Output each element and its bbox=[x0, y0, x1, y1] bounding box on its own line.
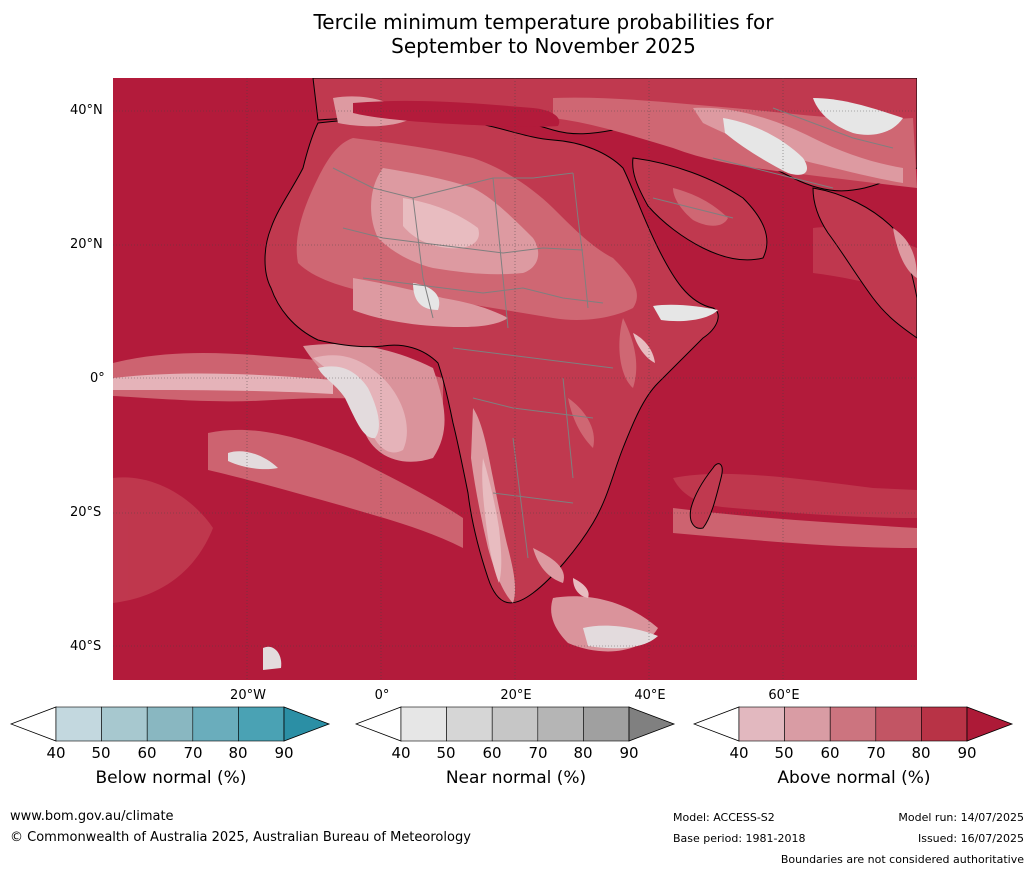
lat-label-20n: 20°N bbox=[70, 237, 103, 252]
colorbar-below-normal bbox=[10, 706, 331, 742]
probability-map bbox=[113, 78, 917, 680]
country-borders bbox=[332, 107, 894, 559]
chart-title: Tercile minimum temperature probabilitie… bbox=[0, 10, 1035, 58]
tick-below-90: 90 bbox=[274, 744, 294, 762]
eurasia-landmass bbox=[312, 78, 917, 339]
tick-near-90: 90 bbox=[619, 744, 639, 762]
colorbar-segment bbox=[491, 706, 539, 742]
colorbar-segment bbox=[537, 706, 584, 742]
colorbar-segment bbox=[784, 706, 831, 742]
lat-label-20s: 20°S bbox=[70, 505, 102, 520]
colorbar-segment bbox=[101, 706, 148, 742]
tick-near-40: 40 bbox=[391, 744, 411, 762]
lon-label-20w: 20°W bbox=[230, 688, 266, 703]
tick-near-80: 80 bbox=[573, 744, 593, 762]
lon-label-20e: 20°E bbox=[500, 688, 532, 703]
africa-landmass bbox=[264, 117, 719, 604]
colorbar-segment bbox=[146, 706, 194, 742]
tick-near-60: 60 bbox=[482, 744, 502, 762]
colorbar-segment bbox=[875, 706, 922, 742]
tick-above-50: 50 bbox=[774, 744, 794, 762]
colorbar-segment bbox=[400, 706, 447, 742]
colorbar-title-near: Near normal (%) bbox=[445, 768, 587, 788]
tick-below-50: 50 bbox=[91, 744, 111, 762]
madagascar bbox=[689, 463, 723, 529]
colorbar-segment bbox=[921, 706, 968, 742]
lon-label-60e: 60°E bbox=[768, 688, 800, 703]
colorbar-segment bbox=[829, 706, 877, 742]
colorbar-high-extend bbox=[966, 706, 1014, 742]
tick-near-50: 50 bbox=[436, 744, 456, 762]
colorbar-segment bbox=[583, 706, 630, 742]
lat-label-40n: 40°N bbox=[70, 103, 103, 118]
tick-below-60: 60 bbox=[137, 744, 157, 762]
tick-above-40: 40 bbox=[729, 744, 749, 762]
colorbar-segment bbox=[446, 706, 493, 742]
footer-copyright: © Commonwealth of Australia 2025, Austra… bbox=[10, 830, 471, 845]
footer-base-period: Base period: 1981-2018 bbox=[673, 832, 806, 845]
colorbar-above-normal bbox=[693, 706, 1014, 742]
footer-issued: Issued: 16/07/2025 bbox=[917, 832, 1024, 845]
tick-above-60: 60 bbox=[820, 744, 840, 762]
colorbar-high-extend bbox=[628, 706, 676, 742]
colorbar-near-normal bbox=[355, 706, 676, 742]
footer-model: Model: ACCESS-S2 bbox=[673, 811, 775, 824]
lon-label-40e: 40°E bbox=[634, 688, 666, 703]
lat-label-40s: 40°S bbox=[70, 639, 102, 654]
tick-below-70: 70 bbox=[183, 744, 203, 762]
tick-below-80: 80 bbox=[228, 744, 248, 762]
graticule bbox=[113, 78, 917, 680]
lat-label-0: 0° bbox=[90, 371, 105, 386]
tick-above-90: 90 bbox=[957, 744, 977, 762]
colorbar-high-extend bbox=[283, 706, 331, 742]
colorbar-low-extend bbox=[693, 706, 740, 742]
colorbar-segment bbox=[738, 706, 785, 742]
colorbar-segment bbox=[238, 706, 285, 742]
colorbar-segment bbox=[192, 706, 239, 742]
tick-above-70: 70 bbox=[866, 744, 886, 762]
colorbar-low-extend bbox=[10, 706, 57, 742]
colorbar-segment bbox=[55, 706, 102, 742]
footer-disclaimer: Boundaries are not considered authoritat… bbox=[780, 853, 1024, 866]
title-line-2: September to November 2025 bbox=[391, 34, 696, 58]
title-line-1: Tercile minimum temperature probabilitie… bbox=[313, 10, 774, 34]
colorbar-title-above: Above normal (%) bbox=[777, 768, 931, 788]
tick-below-40: 40 bbox=[46, 744, 66, 762]
colorbar-low-extend bbox=[355, 706, 402, 742]
lon-label-0: 0° bbox=[374, 688, 390, 703]
footer-model-run: Model run: 14/07/2025 bbox=[898, 811, 1024, 824]
footer-url: www.bom.gov.au/climate bbox=[10, 809, 174, 824]
colorbar-title-below: Below normal (%) bbox=[95, 768, 247, 788]
tick-above-80: 80 bbox=[911, 744, 931, 762]
tick-near-70: 70 bbox=[528, 744, 548, 762]
